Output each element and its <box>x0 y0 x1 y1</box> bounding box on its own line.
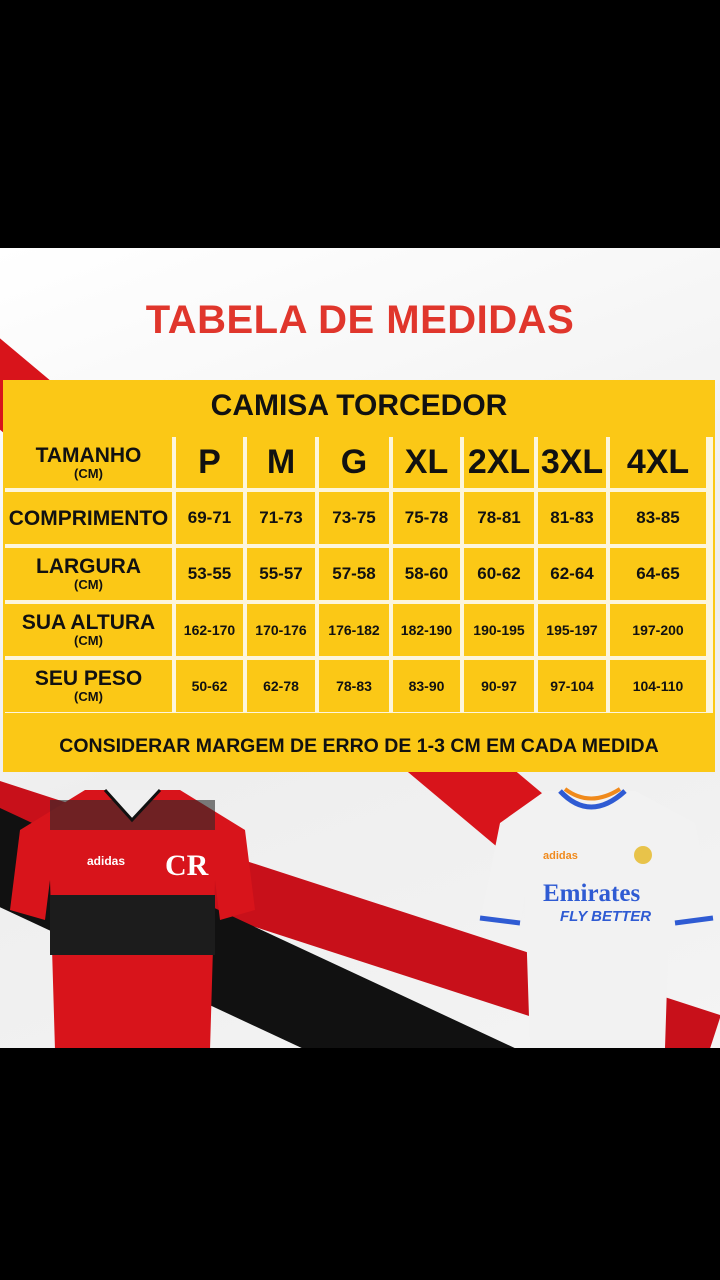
size-grid: TAMANHO (CM) P M G XL 2XL 3XL 4XL COMPRIMENTO 69-… <box>5 437 713 713</box>
row-label-unit: (CM) <box>74 689 103 704</box>
header-cell: TAMANHO (CM) <box>5 437 172 488</box>
table-cell: 195-197 <box>538 604 606 656</box>
table-cell: 176-182 <box>319 604 389 656</box>
table-cell: 64-65 <box>610 548 706 600</box>
page-title: TABELA DE MEDIDAS <box>145 298 575 342</box>
size-table: CAMISA TORCEDOR TAMANHO (CM) P M G XL 2XL 3XL 4… <box>3 380 715 772</box>
table-cell: 162-170 <box>176 604 243 656</box>
row-label-text: SEU PESO <box>34 667 143 690</box>
table-cell: 78-83 <box>319 660 389 712</box>
svg-text:CR: CR <box>165 849 209 882</box>
table-cell: 75-78 <box>393 492 460 544</box>
table-cell: 71-73 <box>247 492 315 544</box>
table-cell: 69-71 <box>176 492 243 544</box>
table-caption: CAMISA TORCEDOR <box>210 389 508 422</box>
table-cell: 83-85 <box>610 492 706 544</box>
table-cell: 90-97 <box>464 660 534 712</box>
header-unit: (CM) <box>74 465 103 481</box>
table-cell: 57-58 <box>319 548 389 600</box>
header-label: TAMANHO <box>35 443 142 467</box>
table-cell: 55-57 <box>247 548 315 600</box>
table-cell: 83-90 <box>393 660 460 712</box>
size-header-3xl: 3XL <box>538 437 606 488</box>
table-cell: 170-176 <box>247 604 315 656</box>
table-cell: 60-62 <box>464 548 534 600</box>
row-label-unit: (CM) <box>74 633 103 648</box>
size-header-p: P <box>176 437 243 488</box>
row-label-text: LARGURA <box>36 555 141 578</box>
table-cell: 62-64 <box>538 548 606 600</box>
svg-text:adidas: adidas <box>543 850 578 862</box>
table-cell: 50-62 <box>176 660 243 712</box>
table-cell: 53-55 <box>176 548 243 600</box>
size-header-m: M <box>247 437 315 488</box>
table-cell: 73-75 <box>319 492 389 544</box>
size-header-4xl: 4XL <box>610 437 706 488</box>
row-label-unit: (CM) <box>74 577 103 592</box>
table-cell: 62-78 <box>247 660 315 712</box>
size-header-g: G <box>319 437 389 488</box>
row-label: SUA ALTURA (CM) <box>5 604 172 656</box>
flamengo-jersey-image: adidas CR <box>10 788 255 1048</box>
table-cell: 190-195 <box>464 604 534 656</box>
table-footer-note: CONSIDERAR MARGEM DE ERRO DE 1-3 CM EM C… <box>59 735 659 757</box>
table-cell: 104-110 <box>610 660 706 712</box>
row-label-text: COMPRIMENTO <box>8 506 169 530</box>
row-label: LARGURA (CM) <box>5 548 172 600</box>
table-cell: 197-200 <box>610 604 706 656</box>
size-header-xl: XL <box>393 437 460 488</box>
table-cell: 182-190 <box>393 604 460 656</box>
table-cell: 78-81 <box>464 492 534 544</box>
svg-text:Emirates: Emirates <box>543 880 640 907</box>
table-cell: 97-104 <box>538 660 606 712</box>
svg-text:adidas: adidas <box>87 854 125 868</box>
size-header-2xl: 2XL <box>464 437 534 488</box>
row-label: COMPRIMENTO <box>5 492 172 544</box>
size-chart-poster: TABELA DE MEDIDAS CAMISA TORCEDOR TAMANH… <box>0 248 720 1048</box>
row-label: SEU PESO (CM) <box>5 660 172 712</box>
real-madrid-jersey-image: adidas Emirates FLY BETTER <box>479 787 714 1048</box>
row-label-text: SUA ALTURA <box>21 611 156 634</box>
table-cell: 58-60 <box>393 548 460 600</box>
table-cell: 81-83 <box>538 492 606 544</box>
svg-text:FLY BETTER: FLY BETTER <box>560 908 651 925</box>
